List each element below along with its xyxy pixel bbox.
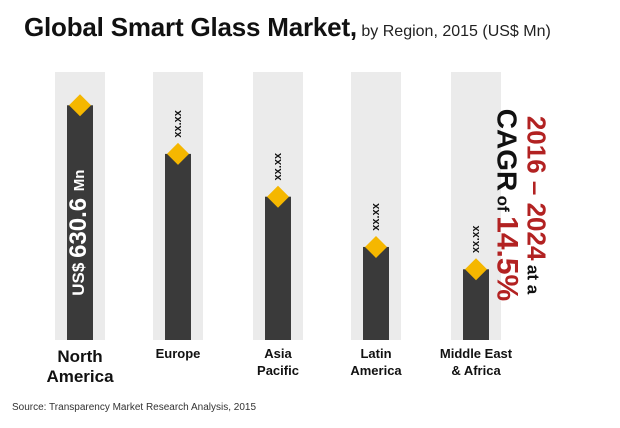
- cagr-of-text: of: [493, 195, 513, 212]
- bar-0: [67, 105, 93, 340]
- bar-marker-3: [365, 235, 387, 258]
- category-label-3: Latin America: [350, 346, 402, 378]
- bar-3: [363, 246, 389, 340]
- chart-title-sub: by Region, 2015 (US$ Mn): [361, 23, 551, 40]
- category-label-1: Europe: [156, 346, 201, 361]
- cagr-period: 2016 – 2024: [521, 115, 552, 261]
- data-label-2: xx.xx: [272, 152, 284, 180]
- source-note: Source: Transparency Market Research Ana…: [12, 402, 257, 413]
- data-label-1: xx.xx: [172, 109, 184, 137]
- cagr-label: CAGR: [491, 108, 523, 192]
- bar-2: [265, 196, 291, 340]
- bar-4: [463, 269, 489, 340]
- chart-title-main: Global Smart Glass Market,: [24, 12, 357, 42]
- cagr-at-text: at a: [523, 264, 543, 295]
- category-label-2: Asia Pacific: [257, 346, 299, 378]
- bar-1: [165, 153, 191, 340]
- bar-marker-0: [69, 94, 91, 117]
- data-label-3: xx.xx: [370, 202, 382, 230]
- category-label-4: Middle East & Africa: [440, 346, 513, 378]
- chart-title: Global Smart Glass Market, by Region, 20…: [24, 12, 551, 43]
- cagr-value: 14.5%: [490, 216, 524, 302]
- bar-marker-2: [267, 185, 289, 208]
- bar-marker-4: [465, 258, 487, 281]
- data-label-4: xx.xx: [470, 225, 482, 253]
- category-label-0: North America: [46, 347, 114, 386]
- bar-marker-1: [167, 142, 189, 165]
- data-label-0: US$ 630.6 Mn: [65, 170, 92, 296]
